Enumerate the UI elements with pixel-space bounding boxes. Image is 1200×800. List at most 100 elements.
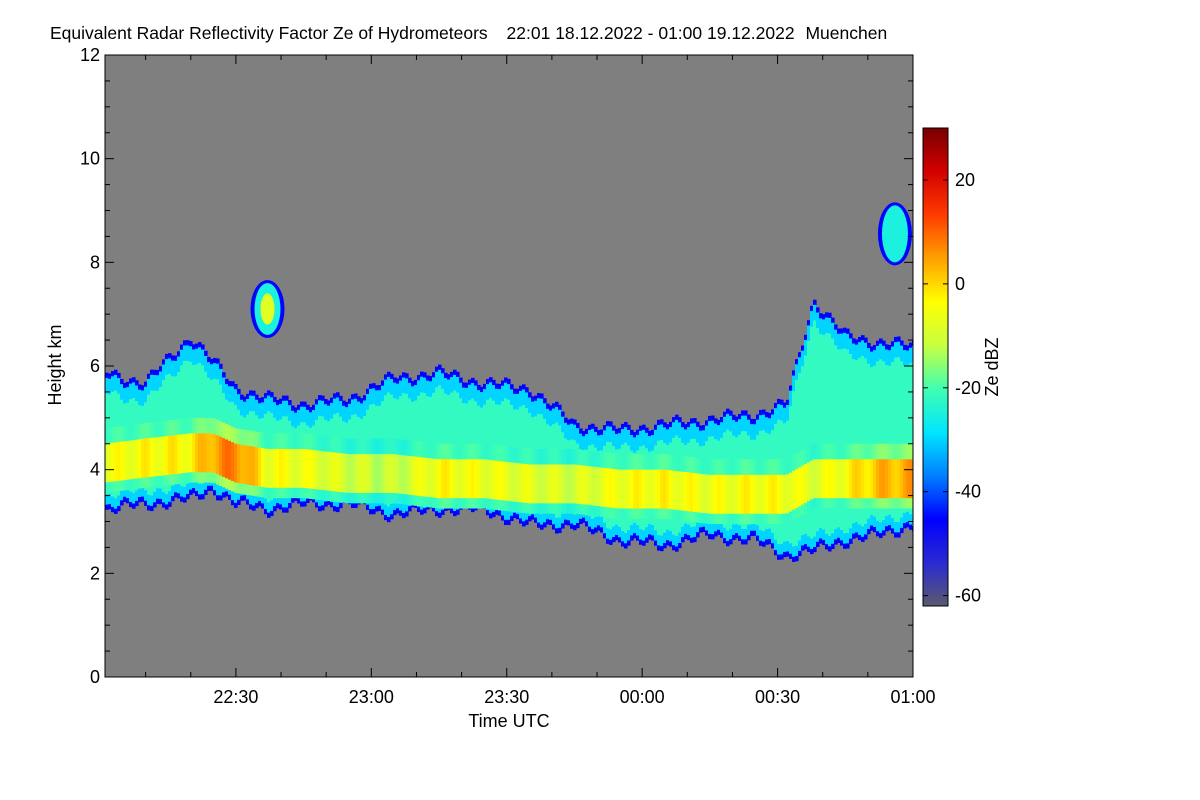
reflectivity-column bbox=[657, 469, 661, 509]
reflectivity-column bbox=[603, 467, 607, 507]
reflectivity-column bbox=[192, 433, 196, 473]
reflectivity-column bbox=[825, 459, 829, 499]
reflectivity-column bbox=[864, 358, 868, 525]
chart-title-main: Equivalent Radar Reflectivity Factor Ze … bbox=[50, 23, 488, 43]
reflectivity-column bbox=[186, 433, 190, 473]
reflectivity-column bbox=[441, 459, 445, 499]
reflectivity-column bbox=[759, 474, 763, 514]
reflectivity-column bbox=[849, 354, 853, 529]
reflectivity-column bbox=[426, 457, 430, 497]
reflectivity-column bbox=[840, 349, 844, 531]
reflectivity-column bbox=[591, 466, 595, 506]
reflectivity-column bbox=[636, 469, 640, 509]
reflectivity-column bbox=[417, 456, 421, 496]
reflectivity-column bbox=[909, 459, 913, 499]
reflectivity-column bbox=[495, 460, 499, 500]
reflectivity-column bbox=[648, 469, 652, 509]
chart-title: Equivalent Radar Reflectivity Factor Ze … bbox=[50, 23, 887, 43]
reflectivity-column bbox=[408, 455, 412, 495]
reflectivity-column bbox=[144, 438, 148, 478]
reflectivity-column bbox=[543, 464, 547, 504]
reflectivity-column bbox=[888, 365, 892, 515]
chart-location: Muenchen bbox=[805, 23, 887, 43]
reflectivity-column bbox=[366, 454, 370, 493]
reflectivity-column bbox=[351, 454, 355, 493]
colorbar bbox=[922, 127, 949, 607]
reflectivity-column bbox=[678, 471, 682, 511]
reflectivity-column bbox=[870, 459, 874, 499]
reflectivity-column bbox=[222, 438, 226, 477]
reflectivity-column bbox=[111, 442, 115, 482]
reflectivity-column bbox=[372, 454, 376, 493]
reflectivity-column bbox=[249, 446, 253, 486]
reflectivity-column bbox=[564, 464, 568, 504]
reflectivity-column bbox=[831, 338, 835, 534]
reflectivity-column bbox=[306, 449, 310, 489]
reflectivity-column bbox=[765, 474, 769, 514]
reflectivity-column bbox=[117, 442, 121, 481]
reflectivity-column bbox=[429, 458, 433, 498]
reflectivity-column bbox=[783, 474, 787, 514]
reflectivity-column bbox=[885, 459, 889, 499]
reflectivity-column bbox=[753, 474, 757, 514]
reflectivity-column bbox=[621, 469, 625, 509]
reflectivity-column bbox=[381, 454, 385, 493]
reflectivity-column bbox=[654, 469, 658, 509]
reflectivity-column bbox=[414, 456, 418, 496]
reflectivity-column bbox=[180, 434, 184, 474]
reflectivity-column bbox=[435, 459, 439, 498]
reflectivity-column bbox=[843, 348, 847, 534]
reflectivity-column bbox=[804, 355, 808, 534]
reflectivity-column bbox=[897, 357, 901, 523]
reflectivity-column bbox=[174, 435, 178, 475]
reflectivity-column bbox=[831, 459, 835, 499]
reflectivity-column bbox=[405, 455, 409, 495]
x-tick-label: 00:30 bbox=[755, 687, 800, 707]
reflectivity-column bbox=[267, 448, 271, 488]
reflectivity-column bbox=[855, 360, 859, 523]
reflectivity-column bbox=[348, 454, 352, 493]
x-tick-label: 00:00 bbox=[620, 687, 665, 707]
reflectivity-column bbox=[270, 448, 274, 488]
isolated-echo-core bbox=[887, 216, 902, 251]
reflectivity-column bbox=[756, 474, 760, 514]
reflectivity-column bbox=[597, 467, 601, 507]
reflectivity-column bbox=[483, 459, 487, 499]
reflectivity-column bbox=[804, 464, 808, 503]
reflectivity-column bbox=[357, 454, 361, 493]
y-axis-label: Height km bbox=[45, 324, 65, 405]
reflectivity-column bbox=[360, 454, 364, 493]
reflectivity-column bbox=[570, 464, 574, 504]
isolated-echo-core bbox=[260, 293, 275, 325]
reflectivity-column bbox=[567, 464, 571, 504]
reflectivity-column bbox=[423, 457, 427, 497]
reflectivity-column bbox=[861, 459, 865, 499]
reflectivity-column bbox=[147, 438, 151, 478]
reflectivity-column bbox=[141, 438, 145, 478]
reflectivity-column bbox=[402, 455, 406, 495]
reflectivity-column bbox=[738, 474, 742, 514]
x-tick-label: 01:00 bbox=[890, 687, 935, 707]
reflectivity-column bbox=[114, 442, 118, 482]
reflectivity-column bbox=[906, 459, 910, 499]
reflectivity-column bbox=[474, 459, 478, 499]
reflectivity-column bbox=[303, 449, 307, 488]
x-tick-label: 22:30 bbox=[213, 687, 258, 707]
reflectivity-column bbox=[477, 459, 481, 499]
reflectivity-column bbox=[339, 453, 343, 493]
reflectivity-column bbox=[747, 474, 751, 514]
colorbar-ticks: 20 0 -20 -40 -60 bbox=[923, 170, 981, 606]
reflectivity-column bbox=[768, 474, 772, 514]
reflectivity-column bbox=[834, 345, 838, 530]
reflectivity-column bbox=[777, 474, 781, 514]
reflectivity-column bbox=[252, 446, 256, 486]
reflectivity-column bbox=[906, 366, 910, 512]
reflectivity-column bbox=[900, 361, 904, 518]
reflectivity-column bbox=[153, 437, 157, 477]
reflectivity-column bbox=[165, 436, 169, 476]
reflectivity-column bbox=[177, 434, 181, 474]
reflectivity-column bbox=[156, 437, 160, 477]
reflectivity-column bbox=[588, 466, 592, 506]
reflectivity-column bbox=[825, 333, 829, 534]
